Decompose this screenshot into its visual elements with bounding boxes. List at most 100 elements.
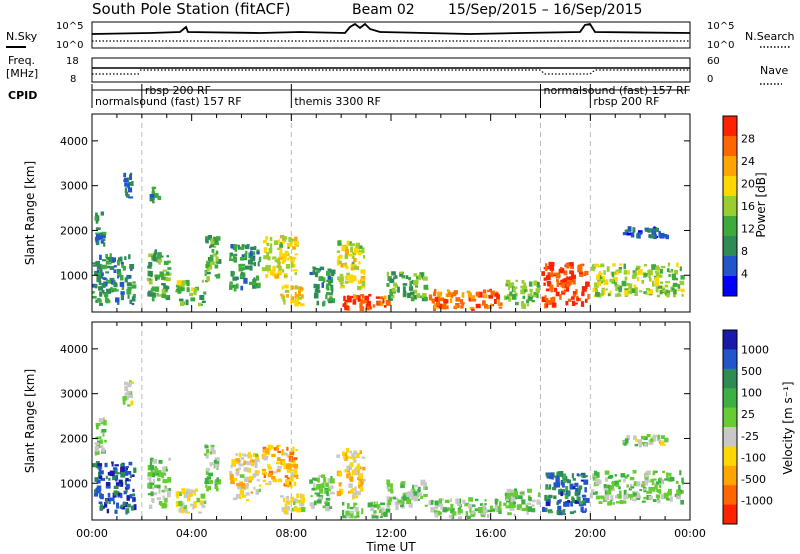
heatmap-cell <box>551 302 557 308</box>
heatmap-cell <box>266 264 271 271</box>
heatmap-cell <box>98 280 102 286</box>
heatmap-cell <box>357 280 361 285</box>
heatmap-cell <box>479 512 485 516</box>
heatmap-cell <box>434 500 439 506</box>
heatmap-cell <box>107 279 112 284</box>
heatmap-cell <box>402 495 407 501</box>
heatmap-cell <box>301 294 304 299</box>
heatmap-cell <box>666 268 670 273</box>
heatmap-cell <box>133 497 136 501</box>
heatmap-cell <box>272 256 277 260</box>
heatmap-cell <box>632 498 637 502</box>
heatmap-cell <box>591 489 595 493</box>
heatmap-cell <box>531 504 535 507</box>
heatmap-cell <box>250 246 253 250</box>
heatmap-cell <box>117 259 120 266</box>
heatmap-cell <box>98 418 104 423</box>
heatmap-cell <box>655 286 659 293</box>
heatmap-cell <box>264 448 269 454</box>
velocity-x-ticks <box>91 322 691 520</box>
heatmap-cell <box>281 240 285 244</box>
heatmap-cell <box>125 466 129 469</box>
heatmap-cell <box>548 261 553 267</box>
heatmap-cell <box>326 283 330 287</box>
heatmap-cell <box>263 240 267 244</box>
heatmap-cell <box>676 262 679 268</box>
heatmap-cell <box>433 303 439 309</box>
heatmap-cell <box>597 281 602 286</box>
heatmap-cell <box>343 264 347 268</box>
heatmap-cell <box>132 493 136 497</box>
heatmap-cell <box>212 253 217 257</box>
colorbar-swatch <box>723 427 737 447</box>
heatmap-cell <box>281 253 286 259</box>
heatmap-cell <box>505 498 509 501</box>
heatmap-cell <box>644 479 648 486</box>
heatmap-cell <box>277 269 283 276</box>
heatmap-cell <box>570 296 575 300</box>
heatmap-cell <box>217 273 221 279</box>
heatmap-cell <box>183 509 188 513</box>
heatmap-cell <box>282 296 285 302</box>
heatmap-cell <box>239 256 245 261</box>
heatmap-cell <box>269 243 273 250</box>
heatmap-cell <box>653 478 657 481</box>
heatmap-cell <box>108 500 111 505</box>
heatmap-cell <box>467 515 471 519</box>
heatmap-cell <box>301 497 305 503</box>
heatmap-cell <box>440 503 444 510</box>
heatmap-cell <box>240 263 246 267</box>
heatmap-cell <box>115 477 118 482</box>
heatmap-cell <box>287 479 292 484</box>
heatmap-cell <box>488 294 493 299</box>
heatmap-cell <box>342 451 346 456</box>
heatmap-cell <box>389 497 393 502</box>
colorbar-frame <box>722 329 738 525</box>
heatmap-cell <box>570 270 575 277</box>
heatmap-cell <box>328 292 333 296</box>
heatmap-cell <box>506 488 511 493</box>
heatmap-cell <box>274 273 280 279</box>
heatmap-cell <box>532 499 536 503</box>
heatmap-cell <box>120 261 124 265</box>
heatmap-cell <box>638 441 642 447</box>
heatmap-cell <box>126 288 132 295</box>
heatmap-cell <box>339 276 344 282</box>
heatmap-cell <box>328 300 332 304</box>
heatmap-cell <box>232 271 235 276</box>
heatmap-cell <box>102 259 107 262</box>
heatmap-cell <box>527 488 532 493</box>
heatmap-cell <box>559 488 562 491</box>
heatmap-cell <box>179 281 184 287</box>
heatmap-cell <box>583 479 589 485</box>
heatmap-cell <box>271 476 276 480</box>
heatmap-cell <box>523 282 526 287</box>
heatmap-cell <box>456 503 461 506</box>
heatmap-cell <box>92 283 96 288</box>
heatmap-cell <box>557 499 561 504</box>
heatmap-cell <box>514 491 517 494</box>
heatmap-cell <box>337 256 340 261</box>
heatmap-cell <box>569 279 575 282</box>
heatmap-cell <box>483 511 486 516</box>
heatmap-cell <box>633 435 637 441</box>
heatmap-cell <box>680 288 685 293</box>
colorbar-swatch <box>723 465 737 486</box>
heatmap-cell <box>626 474 630 477</box>
heatmap-cell <box>342 303 345 308</box>
heatmap-cell <box>353 459 357 463</box>
heatmap-cell <box>410 489 413 495</box>
heatmap-cell <box>281 449 284 454</box>
heatmap-cell <box>505 505 511 509</box>
heatmap-cell <box>148 261 153 267</box>
heatmap-cell <box>123 490 128 495</box>
heatmap-cell <box>475 303 481 309</box>
heatmap-cell <box>292 446 295 452</box>
heatmap-cell <box>344 280 349 284</box>
heatmap-cell <box>293 481 297 486</box>
colorbar-swatch <box>723 116 737 137</box>
heatmap-cell <box>252 452 255 457</box>
heatmap-cell <box>658 484 662 488</box>
heatmap-cell <box>567 500 571 504</box>
heatmap-cell <box>242 494 246 498</box>
